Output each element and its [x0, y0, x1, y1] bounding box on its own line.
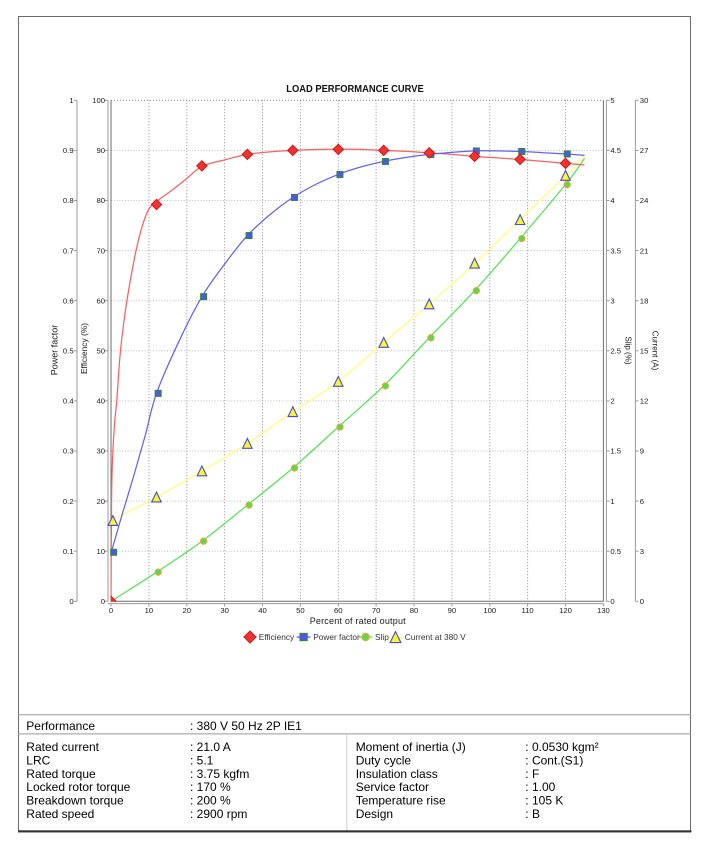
- svg-text:Design: Design: [356, 807, 393, 821]
- svg-text:20: 20: [183, 606, 192, 615]
- svg-text:120: 120: [559, 606, 572, 615]
- svg-text:90: 90: [96, 146, 105, 155]
- svg-text:60: 60: [334, 606, 343, 615]
- svg-text:0.2: 0.2: [63, 497, 74, 506]
- svg-text:24: 24: [640, 196, 649, 205]
- svg-text:50: 50: [96, 347, 105, 356]
- svg-text:0.1: 0.1: [63, 547, 74, 556]
- svg-text:0: 0: [69, 597, 73, 606]
- svg-text:60: 60: [96, 296, 105, 305]
- svg-text:: 105 K: : 105 K: [525, 794, 563, 808]
- svg-text:Performance: Performance: [26, 719, 95, 733]
- svg-text:0.7: 0.7: [63, 246, 74, 255]
- svg-text:Current (A): Current (A): [650, 331, 659, 371]
- svg-text:100: 100: [483, 606, 496, 615]
- svg-text:12: 12: [640, 397, 649, 406]
- svg-text:Insulation class: Insulation class: [356, 767, 438, 781]
- svg-text:Current at 380 V: Current at 380 V: [405, 632, 466, 642]
- svg-text:6: 6: [640, 497, 644, 506]
- svg-text:30: 30: [220, 606, 229, 615]
- svg-text:: 3.75 kgfm: : 3.75 kgfm: [190, 767, 249, 781]
- svg-text:50: 50: [296, 606, 305, 615]
- svg-text:Rated speed: Rated speed: [26, 807, 94, 821]
- svg-text:0.3: 0.3: [63, 447, 74, 456]
- svg-text:Efficiency: Efficiency: [259, 632, 295, 642]
- svg-text:: F: : F: [525, 767, 539, 781]
- svg-text:3: 3: [640, 547, 644, 556]
- svg-text:0.4: 0.4: [63, 397, 74, 406]
- svg-text:70: 70: [96, 246, 105, 255]
- svg-text:Efficiency (%): Efficiency (%): [79, 323, 89, 374]
- svg-text:: 170 %: : 170 %: [190, 780, 231, 794]
- svg-text:2.5: 2.5: [610, 347, 621, 356]
- svg-text:3: 3: [610, 296, 614, 305]
- svg-text:110: 110: [521, 606, 533, 615]
- svg-text:Temperature rise: Temperature rise: [356, 794, 446, 808]
- svg-text:2: 2: [610, 397, 614, 406]
- svg-text:0: 0: [101, 597, 105, 606]
- svg-text:Rated torque: Rated torque: [26, 767, 96, 781]
- svg-text:80: 80: [410, 606, 419, 615]
- svg-text:100: 100: [92, 96, 105, 105]
- svg-text:Moment of inertia (J): Moment of inertia (J): [356, 740, 466, 754]
- svg-text:10: 10: [145, 606, 154, 615]
- svg-text:27: 27: [640, 146, 649, 155]
- svg-text:Slip (%): Slip (%): [624, 336, 633, 364]
- svg-text:80: 80: [96, 196, 105, 205]
- svg-text:: 200 %: : 200 %: [190, 794, 231, 808]
- svg-text:1.5: 1.5: [610, 447, 621, 456]
- svg-text:15: 15: [640, 347, 649, 356]
- svg-text:3.5: 3.5: [610, 246, 621, 255]
- svg-text:40: 40: [258, 606, 267, 615]
- svg-text:Rated current: Rated current: [26, 740, 99, 754]
- svg-text:Slip: Slip: [375, 632, 389, 642]
- svg-text:4.5: 4.5: [610, 146, 621, 155]
- svg-text:0: 0: [640, 597, 644, 606]
- svg-text:90: 90: [448, 606, 457, 615]
- svg-text:30: 30: [640, 96, 649, 105]
- svg-text:0.6: 0.6: [63, 296, 74, 305]
- svg-text:: Cont.(S1): : Cont.(S1): [525, 753, 583, 767]
- svg-text:0.5: 0.5: [63, 347, 74, 356]
- svg-text:130: 130: [597, 606, 610, 615]
- svg-text:0.9: 0.9: [63, 146, 74, 155]
- svg-text:1: 1: [69, 96, 73, 105]
- svg-text:Duty cycle: Duty cycle: [356, 753, 412, 767]
- svg-text:LRC: LRC: [26, 753, 50, 767]
- svg-text:: 2900 rpm: : 2900 rpm: [190, 807, 247, 821]
- svg-text:Power factor: Power factor: [313, 632, 360, 642]
- svg-text:Power factor: Power factor: [50, 325, 60, 376]
- svg-text:5: 5: [610, 96, 614, 105]
- svg-text:30: 30: [96, 447, 105, 456]
- svg-text:0: 0: [109, 606, 113, 615]
- svg-text:Locked rotor torque: Locked rotor torque: [26, 780, 130, 794]
- svg-text:: 21.0 A: : 21.0 A: [190, 740, 231, 754]
- svg-text:70: 70: [372, 606, 381, 615]
- svg-text:LOAD PERFORMANCE CURVE: LOAD PERFORMANCE CURVE: [286, 83, 424, 95]
- svg-text:9: 9: [640, 447, 644, 456]
- svg-text:0.5: 0.5: [610, 547, 621, 556]
- svg-text:4: 4: [610, 196, 615, 205]
- svg-text:21: 21: [640, 246, 649, 255]
- svg-text:Breakdown torque: Breakdown torque: [26, 794, 124, 808]
- svg-text:Service factor: Service factor: [356, 780, 429, 794]
- svg-text:: 0.0530 kgm²: : 0.0530 kgm²: [525, 740, 598, 754]
- svg-text:20: 20: [96, 497, 105, 506]
- svg-text:: 5.1: : 5.1: [190, 753, 214, 767]
- svg-text:10: 10: [96, 547, 105, 556]
- svg-text:0.8: 0.8: [63, 196, 74, 205]
- svg-text:18: 18: [640, 296, 649, 305]
- svg-text:40: 40: [96, 397, 105, 406]
- svg-text:0: 0: [610, 597, 614, 606]
- svg-text:1: 1: [610, 497, 614, 506]
- svg-text:: 380 V 50 Hz 2P IE1: : 380 V 50 Hz 2P IE1: [190, 719, 302, 733]
- svg-text:: 1.00: : 1.00: [525, 780, 555, 794]
- svg-text:: B: : B: [525, 807, 540, 821]
- svg-text:Percent of rated output: Percent of rated output: [310, 616, 406, 626]
